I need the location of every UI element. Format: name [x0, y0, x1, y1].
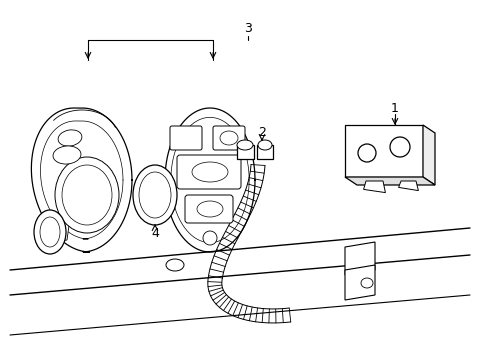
Ellipse shape — [237, 140, 252, 150]
Text: 2: 2 — [258, 126, 265, 139]
Ellipse shape — [389, 137, 409, 157]
Ellipse shape — [360, 278, 372, 288]
Ellipse shape — [192, 162, 227, 182]
Ellipse shape — [203, 231, 217, 245]
Polygon shape — [363, 181, 385, 193]
Ellipse shape — [40, 217, 60, 247]
FancyBboxPatch shape — [213, 126, 244, 150]
Text: 4: 4 — [151, 226, 159, 239]
Polygon shape — [52, 218, 70, 242]
Polygon shape — [345, 125, 422, 177]
Ellipse shape — [53, 146, 81, 164]
Polygon shape — [345, 177, 434, 185]
FancyBboxPatch shape — [177, 155, 241, 189]
Polygon shape — [345, 265, 374, 300]
Ellipse shape — [133, 165, 177, 225]
FancyBboxPatch shape — [257, 145, 272, 159]
Text: 1: 1 — [390, 102, 398, 114]
Ellipse shape — [55, 157, 119, 233]
Polygon shape — [345, 242, 374, 275]
Ellipse shape — [139, 172, 171, 218]
Polygon shape — [422, 125, 434, 185]
Ellipse shape — [165, 259, 183, 271]
FancyBboxPatch shape — [184, 195, 232, 223]
Ellipse shape — [357, 144, 375, 162]
Ellipse shape — [197, 201, 223, 217]
FancyBboxPatch shape — [170, 126, 202, 150]
Ellipse shape — [220, 131, 238, 145]
Text: 3: 3 — [244, 22, 251, 35]
Ellipse shape — [62, 165, 112, 225]
FancyBboxPatch shape — [237, 145, 253, 159]
Ellipse shape — [258, 140, 271, 150]
Ellipse shape — [34, 210, 66, 254]
Ellipse shape — [58, 130, 81, 146]
Polygon shape — [398, 181, 418, 190]
